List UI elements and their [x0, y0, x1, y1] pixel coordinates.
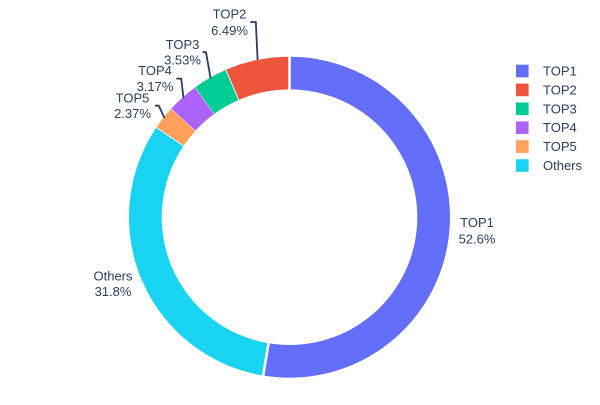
svg-text:TOP2: TOP2 — [543, 82, 577, 97]
svg-text:TOP2: TOP2 — [213, 6, 247, 21]
svg-text:3.53%: 3.53% — [164, 53, 201, 68]
svg-text:Others: Others — [543, 158, 583, 173]
svg-text:TOP1: TOP1 — [460, 215, 494, 230]
svg-text:31.8%: 31.8% — [95, 284, 132, 299]
svg-text:TOP3: TOP3 — [543, 101, 577, 116]
svg-text:TOP4: TOP4 — [138, 63, 172, 78]
svg-text:6.49%: 6.49% — [211, 23, 248, 38]
svg-text:TOP1: TOP1 — [543, 64, 577, 79]
svg-text:2.37%: 2.37% — [114, 106, 151, 121]
svg-text:TOP4: TOP4 — [543, 120, 577, 135]
svg-text:52.6%: 52.6% — [459, 231, 496, 246]
svg-text:Others: Others — [93, 269, 133, 284]
svg-text:TOP3: TOP3 — [166, 37, 200, 52]
svg-text:3.17%: 3.17% — [137, 79, 174, 94]
svg-text:TOP5: TOP5 — [116, 90, 150, 105]
svg-text:TOP5: TOP5 — [543, 139, 577, 154]
